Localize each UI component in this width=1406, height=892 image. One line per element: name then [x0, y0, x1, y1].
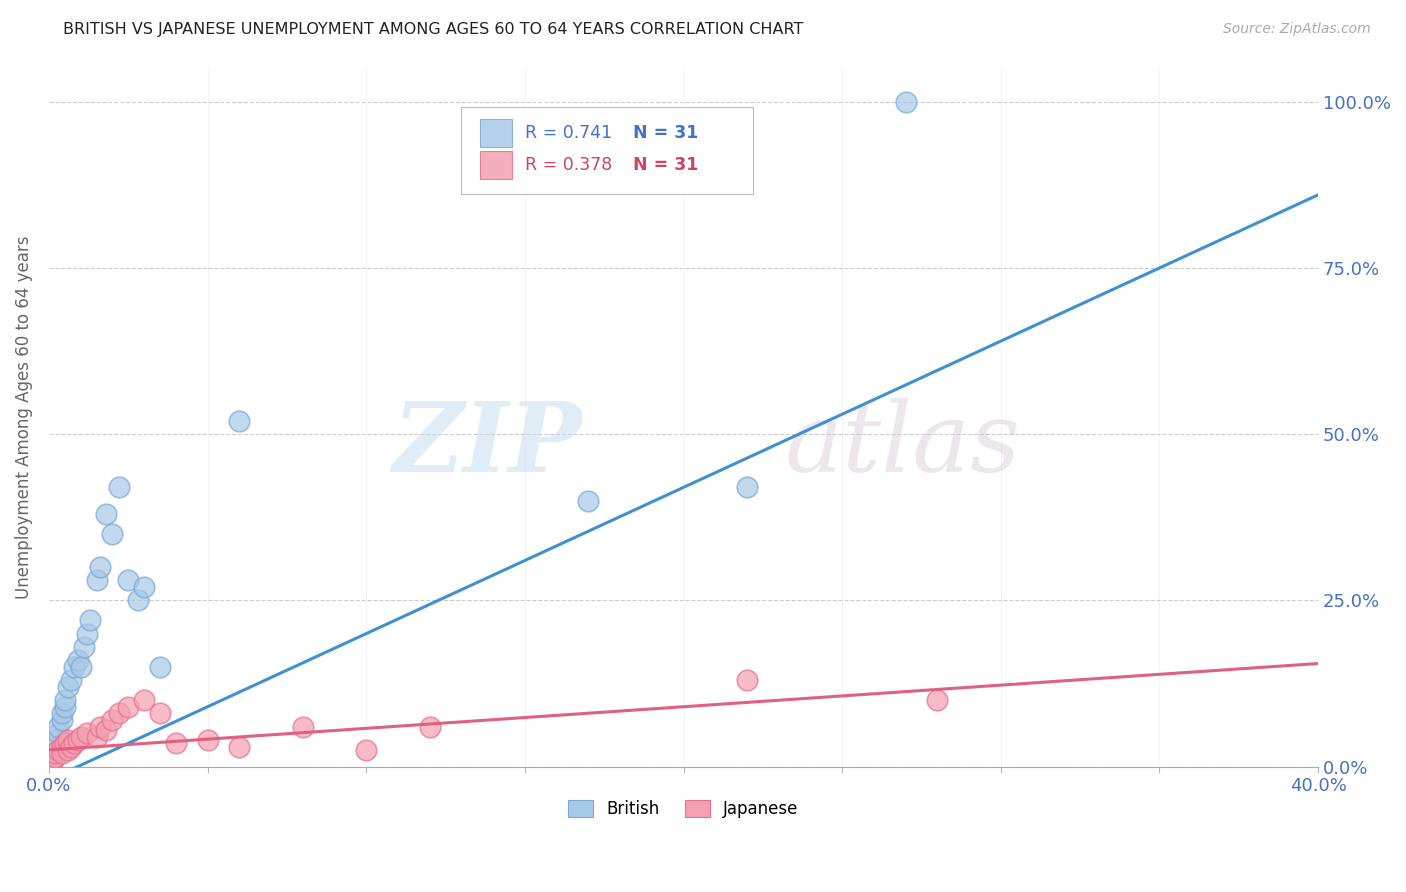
Point: [60, 739, 83, 754]
Point: [66, 653, 89, 667]
Text: N = 31: N = 31: [633, 124, 699, 142]
Point: [51, 739, 73, 754]
Point: [51, 746, 73, 760]
Point: [89, 560, 111, 574]
Point: [53, 699, 76, 714]
Point: [197, 733, 219, 747]
Point: [69, 730, 91, 744]
Point: [927, 693, 949, 707]
Point: [51, 713, 73, 727]
Point: [94, 507, 117, 521]
Point: [134, 580, 156, 594]
Point: [86, 730, 108, 744]
Point: [44, 749, 66, 764]
Point: [48, 720, 70, 734]
Point: [894, 95, 917, 109]
Point: [66, 733, 89, 747]
Text: atlas: atlas: [785, 399, 1021, 492]
FancyBboxPatch shape: [481, 119, 512, 146]
Point: [41, 746, 63, 760]
Point: [101, 713, 124, 727]
Point: [89, 720, 111, 734]
Y-axis label: Unemployment Among Ages 60 to 64 years: Unemployment Among Ages 60 to 64 years: [15, 235, 32, 599]
Point: [73, 640, 96, 654]
Point: [44, 733, 66, 747]
Point: [63, 660, 86, 674]
Point: [356, 743, 378, 757]
Point: [228, 739, 250, 754]
Point: [291, 720, 314, 734]
Point: [63, 736, 86, 750]
Point: [56, 743, 79, 757]
FancyBboxPatch shape: [481, 151, 512, 178]
Point: [228, 414, 250, 428]
Point: [51, 706, 73, 721]
Point: [576, 493, 599, 508]
Point: [86, 574, 108, 588]
Point: [117, 699, 139, 714]
Point: [41, 753, 63, 767]
Point: [165, 736, 187, 750]
Point: [41, 753, 63, 767]
Point: [107, 480, 129, 494]
Point: [44, 746, 66, 760]
Point: [127, 593, 149, 607]
Point: [76, 626, 98, 640]
Point: [107, 706, 129, 721]
Text: Source: ZipAtlas.com: Source: ZipAtlas.com: [1223, 22, 1371, 37]
Point: [48, 726, 70, 740]
Text: BRITISH VS JAPANESE UNEMPLOYMENT AMONG AGES 60 TO 64 YEARS CORRELATION CHART: BRITISH VS JAPANESE UNEMPLOYMENT AMONG A…: [63, 22, 804, 37]
Point: [134, 693, 156, 707]
Text: R = 0.741: R = 0.741: [524, 124, 612, 142]
Point: [101, 527, 124, 541]
Point: [94, 723, 117, 737]
Point: [69, 660, 91, 674]
Point: [419, 720, 441, 734]
Point: [56, 733, 79, 747]
Point: [149, 706, 172, 721]
Point: [44, 739, 66, 754]
Point: [53, 736, 76, 750]
Point: [117, 574, 139, 588]
Point: [735, 480, 758, 494]
Point: [48, 743, 70, 757]
Legend: British, Japanese: British, Japanese: [562, 793, 806, 824]
FancyBboxPatch shape: [461, 107, 754, 194]
Text: R = 0.378: R = 0.378: [524, 156, 612, 174]
Point: [53, 693, 76, 707]
Point: [41, 756, 63, 771]
Text: ZIP: ZIP: [392, 399, 582, 492]
Point: [56, 680, 79, 694]
Point: [76, 726, 98, 740]
Point: [149, 660, 172, 674]
Point: [60, 673, 83, 687]
Point: [735, 673, 758, 687]
Point: [79, 613, 101, 627]
Text: N = 31: N = 31: [633, 156, 699, 174]
